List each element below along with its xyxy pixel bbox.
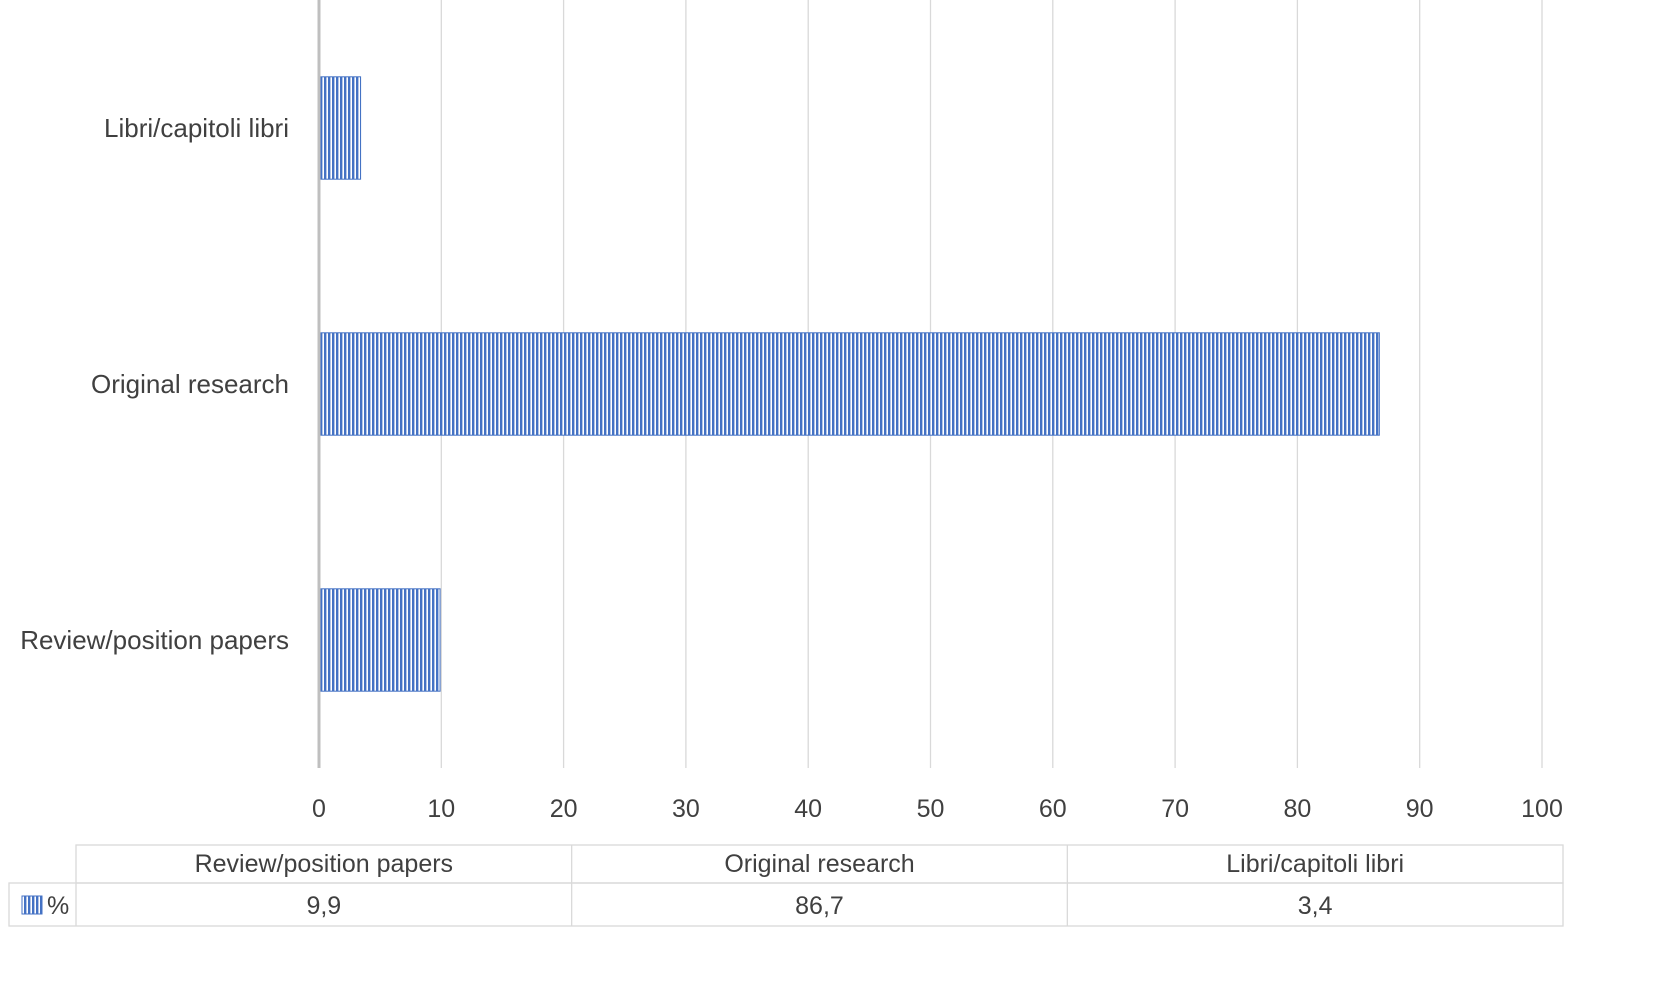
category-label: Review/position papers xyxy=(20,625,289,655)
table-value-cell: 3,4 xyxy=(1298,892,1333,920)
category-label: Original research xyxy=(91,369,289,399)
table-value-cell: 86,7 xyxy=(795,892,844,920)
x-tick-label: 60 xyxy=(1039,795,1067,823)
bars xyxy=(318,76,1380,692)
table-value-row xyxy=(8,882,1564,927)
x-tick-label: 50 xyxy=(917,795,945,823)
legend-label: % xyxy=(47,892,69,920)
legend-swatch xyxy=(21,895,43,915)
category-label: Libri/capitoli libri xyxy=(104,113,289,143)
x-tick-label: 30 xyxy=(672,795,700,823)
x-tick-label: 10 xyxy=(427,795,455,823)
x-tick-label: 20 xyxy=(550,795,578,823)
table-header-cell: Review/position papers xyxy=(195,850,453,878)
x-tick-label: 100 xyxy=(1521,795,1563,823)
bar xyxy=(318,76,362,180)
table-value-cell: 9,9 xyxy=(306,892,341,920)
data-table: Review/position papers 9,9 Original resear… xyxy=(8,844,1564,927)
bar xyxy=(318,588,441,692)
x-tick-label: 80 xyxy=(1283,795,1311,823)
bar xyxy=(318,332,1380,436)
x-tick-label: 70 xyxy=(1161,795,1189,823)
x-axis-ticks: 0 10 20 30 40 50 60 70 80 90 100 xyxy=(312,795,1563,823)
x-tick-label: 90 xyxy=(1406,795,1434,823)
table-header-cell: Libri/capitoli libri xyxy=(1226,850,1404,878)
x-tick-label: 40 xyxy=(794,795,822,823)
category-axis: Review/position papers Original research L… xyxy=(20,0,321,768)
table-header-cell: Original research xyxy=(724,850,914,878)
x-tick-label: 0 xyxy=(312,795,326,823)
